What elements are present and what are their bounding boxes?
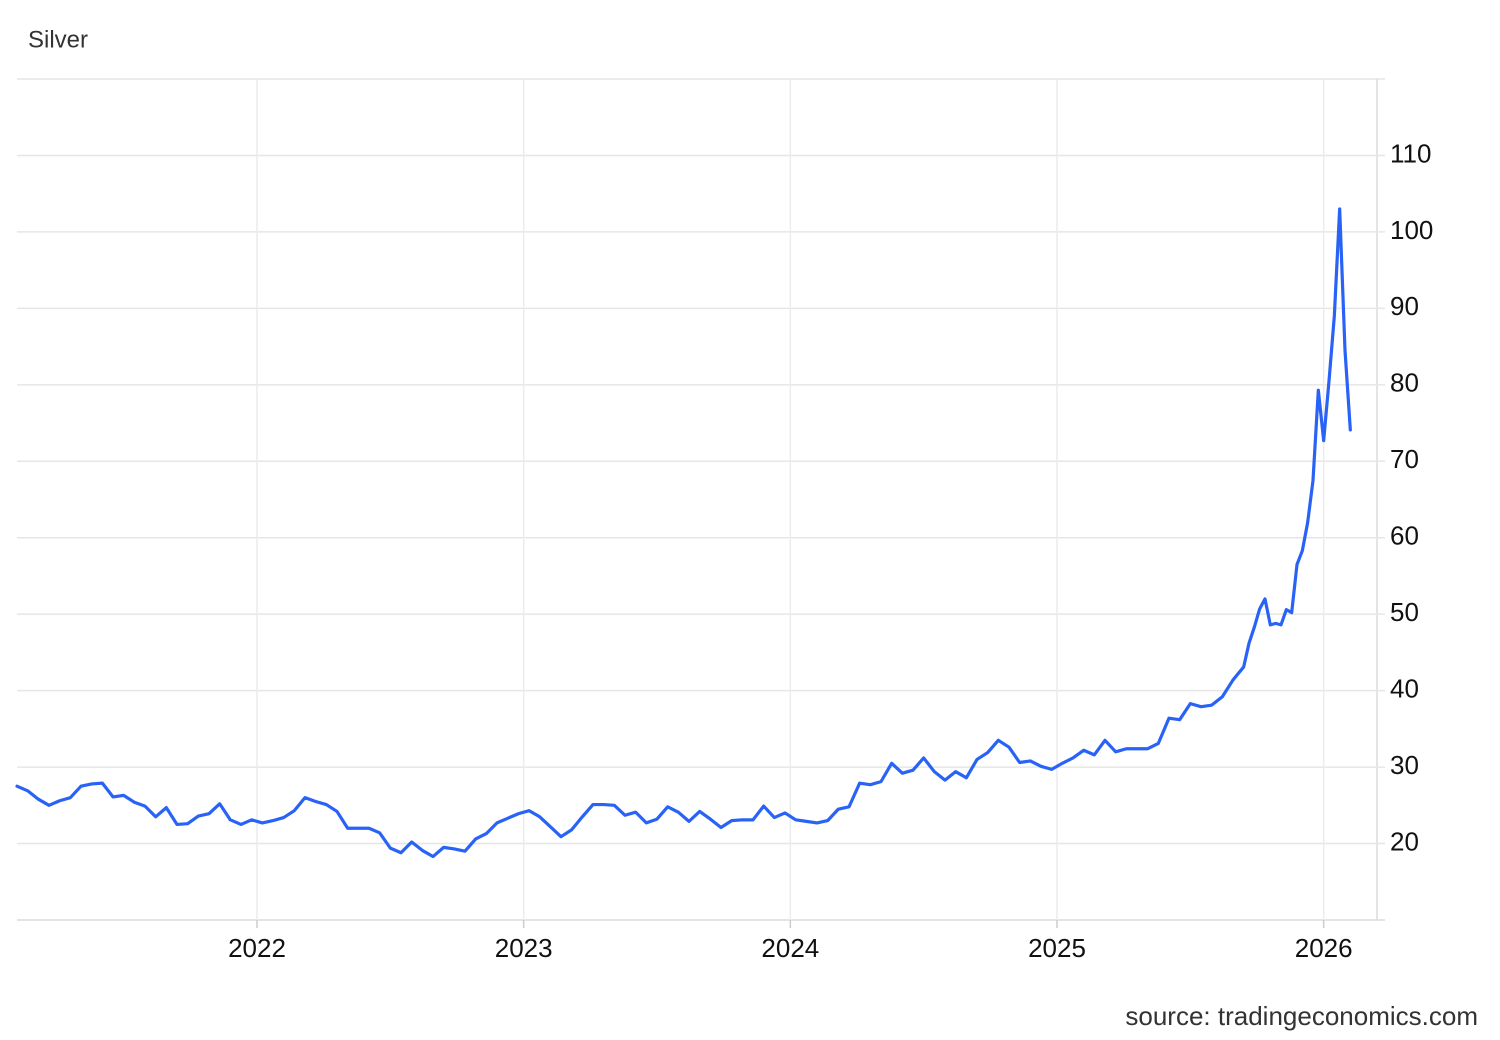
- x-tick-label: 2022: [228, 933, 286, 963]
- y-tick-label: 110: [1390, 138, 1431, 168]
- price-line: [15, 207, 1352, 859]
- source-note: source: tradingeconomics.com: [1125, 1001, 1478, 1031]
- x-tick-label: 2024: [761, 933, 819, 963]
- y-tick-label: 40: [1390, 674, 1419, 704]
- y-tick-label: 20: [1390, 826, 1419, 856]
- y-tick-label: 70: [1390, 444, 1419, 474]
- y-tick-label: 90: [1390, 291, 1419, 321]
- y-tick-label: 80: [1390, 368, 1419, 398]
- y-tick-label: 60: [1390, 521, 1419, 551]
- chart-title: Silver: [28, 26, 88, 53]
- y-tick-label: 50: [1390, 597, 1419, 627]
- x-tick-label: 2026: [1295, 933, 1353, 963]
- y-tick-label: 100: [1390, 215, 1433, 245]
- y-tick-label: 30: [1390, 750, 1419, 780]
- x-tick-label: 2023: [495, 933, 553, 963]
- x-tick-label: 2025: [1028, 933, 1086, 963]
